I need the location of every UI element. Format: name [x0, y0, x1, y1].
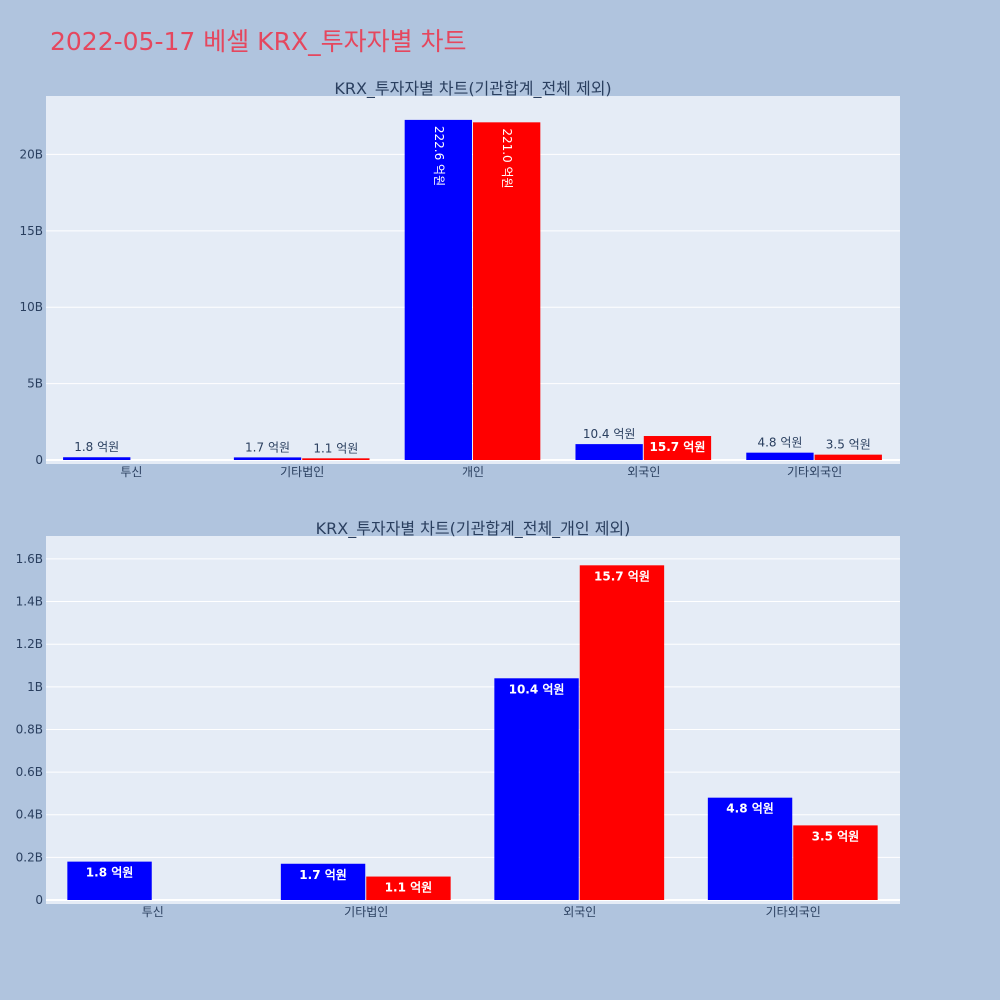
chart1-xtick-label: 외국인	[627, 465, 660, 479]
chart1-ytick-label: 20B	[19, 147, 43, 161]
chart2-xtick-label: 외국인	[563, 905, 596, 919]
chart1-bar-label: 221.0 억원	[500, 128, 514, 188]
chart1-xtick-label: 기타외국인	[787, 465, 842, 479]
chart2-bar-label: 1.8 억원	[86, 866, 134, 880]
chart2-bar-label: 10.4 억원	[509, 682, 565, 696]
chart1-xtick-label: 개인	[462, 465, 484, 479]
chart1-bar-label: 222.6 억원	[432, 126, 446, 186]
chart2-bar	[67, 861, 152, 900]
chart1-bar	[473, 122, 541, 460]
chart2-ytick-label: 0.8B	[16, 722, 43, 736]
chart2-bar	[793, 825, 878, 900]
chart1-bar-label: 15.7 억원	[650, 440, 706, 454]
chart2-bar-label: 3.5 억원	[812, 829, 860, 843]
chart1-bar	[404, 119, 472, 460]
chart2-bar-label: 1.7 억원	[299, 868, 347, 882]
chart1-bar	[814, 454, 882, 460]
chart2-ytick-label: 1.2B	[16, 637, 43, 651]
chart2-ytick-label: 0	[35, 893, 43, 907]
chart2-xtick-label: 기타외국인	[766, 905, 821, 919]
chart1-bar	[233, 457, 302, 460]
chart2-xtick-label: 기타법인	[344, 905, 388, 919]
chart1-ytick-label: 0	[35, 453, 43, 467]
chart2-bar	[494, 678, 579, 900]
chart1-ytick-label: 15B	[19, 224, 43, 238]
chart2-title: KRX_투자자별 차트(기관합계_전체_개인 제외)	[316, 519, 631, 539]
chart2-ytick-label: 0.6B	[16, 765, 43, 779]
chart1-ytick-label: 10B	[19, 300, 43, 314]
chart1-xtick-label: 투신	[120, 465, 142, 479]
chart2-ytick-label: 1.4B	[16, 595, 43, 609]
chart2-bar	[366, 876, 451, 900]
chart2-bar-label: 1.1 억원	[385, 881, 433, 895]
chart1-bar	[302, 458, 370, 460]
chart1-bar	[746, 452, 814, 460]
chart2-bar	[579, 565, 665, 900]
chart1-xtick-label: 기타법인	[280, 465, 324, 479]
chart1-title: KRX_투자자별 차트(기관합계_전체 제외)	[334, 79, 611, 99]
chart2-bar-label: 15.7 억원	[594, 569, 650, 583]
chart1-bar-label: 10.4 억원	[583, 427, 636, 441]
chart1-bar-label: 3.5 억원	[826, 438, 871, 452]
chart2-bar-label: 4.8 억원	[726, 802, 774, 816]
chart2-xtick-label: 투신	[142, 905, 164, 919]
chart2-bar	[707, 797, 793, 900]
chart2-bar	[280, 863, 366, 900]
chart2-ytick-label: 0.2B	[16, 850, 43, 864]
chart2-ytick-label: 1B	[27, 680, 43, 694]
chart1-bar-label: 4.8 억원	[757, 436, 802, 450]
chart1-bar	[63, 457, 131, 460]
chart1-bar-label: 1.1 억원	[313, 441, 358, 455]
chart1-bar-label: 1.8 억원	[74, 440, 119, 454]
main-title: 2022-05-17 베셀 KRX_투자자별 차트	[50, 27, 467, 56]
chart1-bar	[575, 444, 643, 460]
chart1-bar	[643, 436, 712, 460]
chart2-ytick-label: 0.4B	[16, 808, 43, 822]
chart1-ytick-label: 5B	[27, 377, 43, 391]
chart1-bar-label: 1.7 억원	[245, 440, 290, 454]
chart2-ytick-label: 1.6B	[16, 552, 43, 566]
